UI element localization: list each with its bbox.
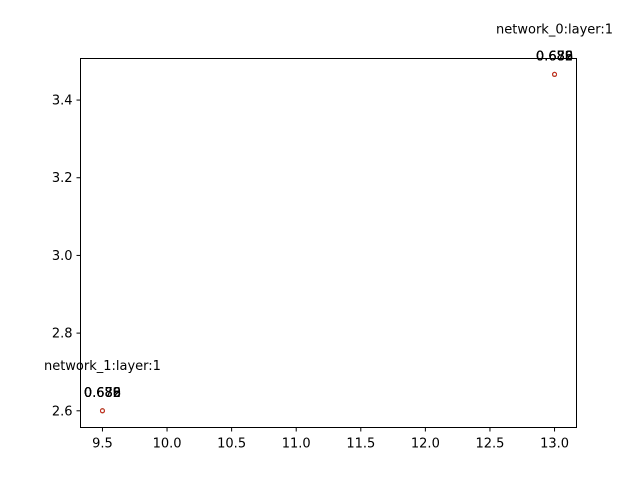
y-tick-label: 3.0: [52, 249, 73, 264]
data-label: 0.688: [84, 386, 121, 401]
data-label: 0.679: [536, 49, 573, 64]
x-axis: 9.5 10.0 10.5 11.0 11.5 12.0 12.5 13.0: [92, 427, 569, 452]
axes-frame: [80, 58, 577, 428]
data-point: [99, 408, 105, 414]
plot-area: 0.6880.6880.6820.6820.6790.6790.6860.686…: [44, 22, 613, 414]
x-tick-label: 12.5: [475, 437, 504, 452]
point-annotation: network_1:layer:1: [44, 359, 161, 374]
y-tick-label: 2.6: [52, 404, 73, 419]
x-tick-label: 10.5: [217, 437, 246, 452]
data-label: 0.682: [536, 49, 573, 64]
y-tick-label: 2.8: [52, 327, 73, 342]
x-tick-label: 11.0: [282, 437, 311, 452]
data-label: 0.682: [84, 386, 121, 401]
point-annotation: network_0:layer:1: [496, 22, 613, 37]
data-label: 0.688: [536, 49, 573, 64]
data-label: 0.679: [84, 386, 121, 401]
x-tick-label: 13.0: [540, 437, 569, 452]
y-tick-label: 3.4: [52, 94, 73, 109]
x-tick-label: 11.5: [346, 437, 375, 452]
x-tick-label: 9.5: [92, 437, 113, 452]
y-axis: 2.6 2.8 3.0 3.2 3.4: [52, 94, 81, 419]
data-label: 0.686: [84, 386, 121, 401]
x-tick-label: 12.0: [411, 437, 440, 452]
data-point: [552, 71, 558, 77]
y-tick-label: 3.2: [52, 171, 73, 186]
data-label: 0.686: [536, 49, 573, 64]
x-tick-label: 10.0: [153, 437, 182, 452]
